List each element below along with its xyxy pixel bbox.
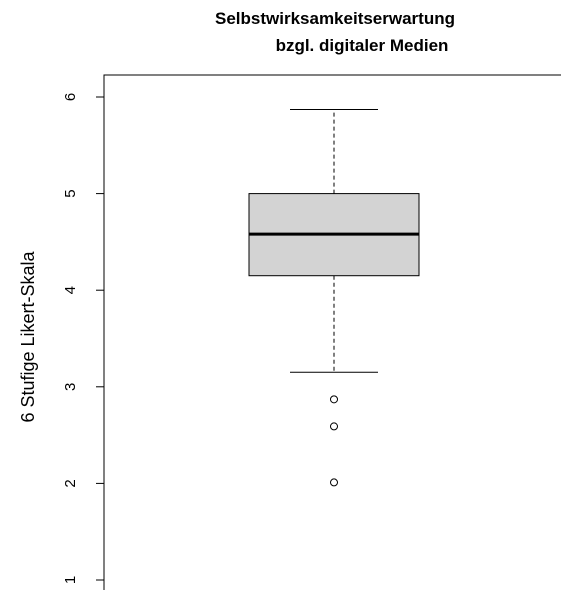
chart-title-line-1: Selbstwirksamkeitserwartung	[215, 9, 455, 28]
y-tick-label-1: 1	[62, 576, 79, 584]
y-tick-label-4: 4	[62, 286, 79, 294]
y-tick-label-6: 6	[62, 93, 79, 101]
y-tick-label-2: 2	[62, 479, 79, 487]
y-axis-label: 6 Stufige Likert-Skala	[18, 250, 38, 422]
y-tick-label-3: 3	[62, 383, 79, 391]
outlier-point-2	[330, 422, 338, 431]
outlier-point-1	[330, 395, 338, 404]
y-axis: 1 2 3 4 5 6	[62, 93, 104, 584]
chart-title-line-2: bzgl. digitaler Medien	[276, 36, 449, 55]
y-tick-label-5: 5	[62, 189, 79, 197]
box-group	[248, 109, 420, 487]
outlier-point-3	[330, 478, 338, 487]
plot-frame	[103, 74, 561, 590]
